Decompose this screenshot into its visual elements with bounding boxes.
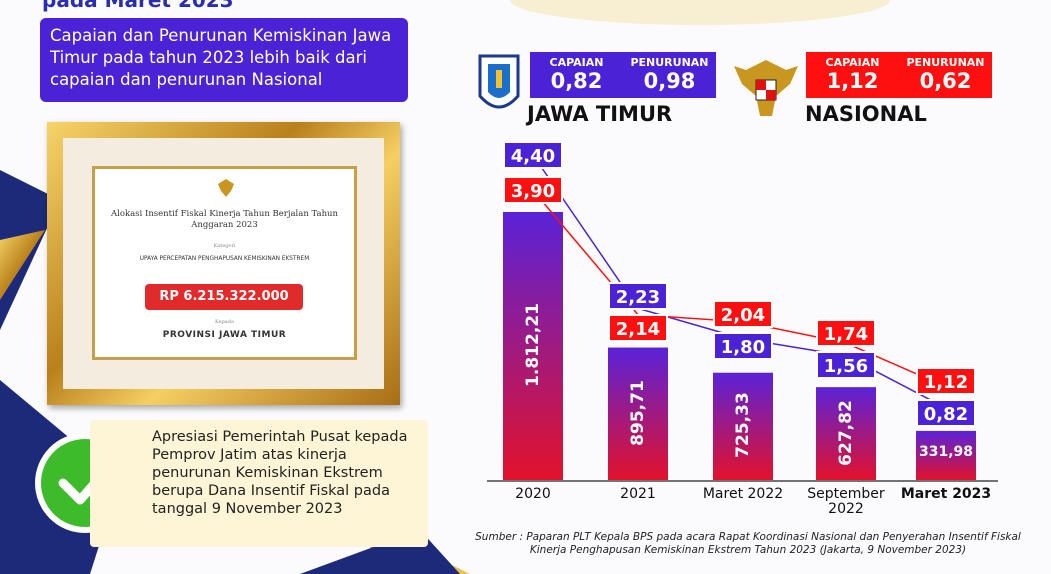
- x-tick-label: Maret 2022: [702, 486, 784, 502]
- summary-value: 0,98: [643, 69, 696, 93]
- summary-box: CAPAIAN 1,12 PENURUNAN 0,62: [806, 52, 992, 98]
- summary-label: PENURUNAN: [906, 56, 985, 69]
- note-box: [90, 420, 428, 547]
- summary-label: CAPAIAN: [825, 56, 880, 69]
- bar-value-label: 895,71: [628, 379, 648, 446]
- cert-recipient: PROVINSI JAWA TIMUR: [162, 330, 287, 340]
- summary-label: CAPAIAN: [549, 56, 604, 69]
- line-value-label: 3,90: [503, 176, 563, 205]
- bar: [608, 347, 668, 480]
- legend-entry: JAWA TIMUR: [527, 102, 673, 126]
- decor: [0, 230, 45, 300]
- bar-value-label: 331,98: [918, 444, 974, 461]
- line-value-label: 1,80: [713, 332, 773, 361]
- bar-value-label: 627,82: [836, 399, 856, 466]
- line-value-label: 1,12: [916, 367, 976, 396]
- decor: [510, 0, 890, 25]
- x-tick-label: Maret 2023: [900, 486, 992, 502]
- summary-value: 1,12: [826, 69, 879, 93]
- summary-value: 0,62: [919, 69, 972, 93]
- garuda-emblem: [766, 90, 776, 100]
- cert-emblem: [218, 179, 234, 197]
- cert-label: Kategori: [213, 243, 236, 249]
- cert-title: Alokasi Insentif Fiskal Kinerja Tahun Be…: [110, 209, 339, 230]
- legend-entry: NASIONAL: [805, 102, 927, 126]
- bar-value-label: 725,33: [733, 392, 753, 459]
- line-value-label: 1,56: [816, 351, 876, 380]
- line-value-label: 0,82: [916, 399, 976, 428]
- headline: Capaian dan Penurunan Kemiskinan Jawa Ti…: [40, 18, 408, 102]
- source: Sumber : Paparan PLT Kepala BPS pada aca…: [475, 531, 1021, 556]
- line-value-label: 2,14: [608, 313, 668, 342]
- bar: [503, 212, 563, 480]
- line-value-label: 2,23: [608, 281, 668, 310]
- x-tick-label: September 2022: [807, 486, 885, 517]
- line-value-label: 4,40: [503, 141, 563, 169]
- cut-title: pada Maret 2023: [42, 0, 234, 12]
- cert-label: Kepada: [215, 319, 234, 325]
- x-tick-label: 2020: [515, 486, 551, 502]
- note-text: Apresiasi Pemerintah Pusat kepada Pempro…: [152, 429, 408, 517]
- cert-category: UPAYA PERCEPATAN PENGHAPUSAN KEMISKINAN …: [139, 256, 310, 262]
- summary-box: CAPAIAN 0,82 PENURUNAN 0,98: [530, 52, 716, 98]
- cert-amount: RP 6.215.322.000: [145, 284, 303, 310]
- bar: [916, 430, 976, 480]
- bar: [816, 387, 876, 480]
- garuda-emblem: [756, 80, 766, 90]
- x-tick-label: 2021: [620, 486, 656, 502]
- bar-value-label: 1.812,21: [523, 303, 543, 387]
- bar: [713, 372, 773, 480]
- line-value-label: 2,04: [713, 300, 773, 329]
- summary-label: PENURUNAN: [630, 56, 709, 69]
- certificate: Alokasi Insentif Fiskal Kinerja Tahun Be…: [92, 166, 357, 360]
- line-value-label: 1,74: [816, 319, 876, 348]
- summary-value: 0,82: [550, 69, 603, 93]
- jatim-emblem: [496, 70, 502, 88]
